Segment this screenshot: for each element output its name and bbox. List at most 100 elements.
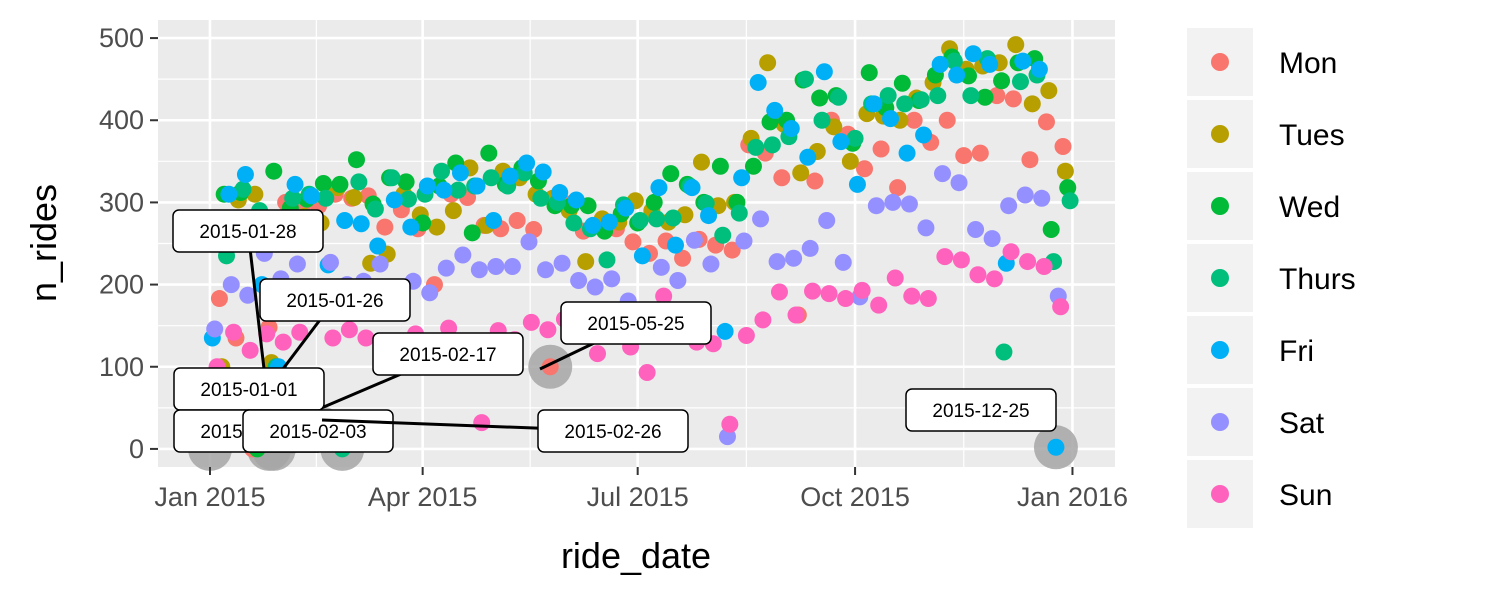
legend-label: Thurs: [1279, 263, 1356, 296]
data-point-sat: [503, 258, 521, 276]
data-point-sun: [638, 364, 656, 382]
data-point-sat: [735, 232, 753, 250]
data-point-fri: [666, 236, 684, 254]
data-point-sun: [985, 270, 1003, 288]
data-point-mon: [674, 249, 692, 267]
data-point-mon: [1021, 151, 1039, 169]
y-tick-label: 200: [99, 270, 144, 300]
legend-item-thurs: Thurs: [1187, 244, 1356, 312]
data-point-mon: [723, 241, 741, 259]
annotation-labels: 2015-01-28 2015-01-26 2015-02-17 2015-05-25…: [172, 209, 1057, 453]
annotation-text: 2015-02-17: [399, 345, 496, 366]
annotation-text: 2015-02-03: [269, 422, 366, 443]
legend: Mon Tues Wed Thurs Fri Sat Sun: [1187, 28, 1356, 528]
data-point-mon: [889, 179, 907, 197]
data-point-thurs: [912, 91, 930, 109]
annotation-box: [372, 332, 524, 376]
legend-item-sun: Sun: [1187, 460, 1332, 528]
annotation-text: 2015-01-01: [200, 380, 297, 401]
x-axis-title: ride_date: [561, 535, 711, 576]
data-point-wed: [463, 224, 481, 242]
data-point-thurs: [482, 169, 500, 187]
legend-swatch: [1211, 413, 1229, 431]
data-point-wed: [314, 175, 332, 193]
data-point-fri: [948, 66, 966, 84]
data-point-sun: [1052, 298, 1070, 316]
data-point-sat: [818, 211, 836, 229]
data-point-sat: [934, 165, 952, 183]
data-point-sun: [770, 283, 788, 301]
annotation-text: 2015-05-25: [587, 314, 684, 335]
data-point-sat: [917, 219, 935, 237]
data-point-mon: [1004, 90, 1022, 108]
data-point-wed: [976, 88, 994, 106]
data-point-fri: [501, 167, 519, 185]
data-point-thurs: [929, 87, 947, 105]
data-point-tues: [345, 188, 363, 206]
data-point-mon: [773, 169, 791, 187]
data-point-wed: [397, 173, 415, 191]
data-point-sat: [801, 239, 819, 257]
annotation-label: 2015-01-26: [256, 278, 411, 403]
legend-swatch: [1211, 485, 1229, 503]
data-point-sat: [454, 246, 472, 264]
data-point-sun: [258, 325, 276, 343]
data-point-thurs: [945, 52, 963, 70]
data-point-fri: [435, 181, 453, 199]
legend-swatch: [1211, 197, 1229, 215]
data-point-sat: [1016, 186, 1034, 204]
data-point-thurs: [532, 189, 550, 207]
data-point-fri: [832, 133, 850, 151]
data-point-sun: [870, 296, 888, 314]
data-point-thurs: [565, 214, 583, 232]
data-point-sun: [274, 333, 292, 351]
data-point-thurs: [648, 210, 666, 228]
data-point-fri: [733, 169, 751, 187]
data-point-fri: [402, 218, 420, 236]
data-point-wed: [811, 89, 829, 107]
legend-label: Sun: [1279, 479, 1332, 512]
data-point-thurs: [399, 190, 417, 208]
annotation-label: 2015-02-03: [242, 409, 394, 453]
data-point-sat: [520, 233, 538, 251]
legend-label: Tues: [1279, 119, 1345, 152]
data-point-sat: [884, 193, 902, 211]
x-tick-label: Jan 2015: [154, 482, 265, 512]
data-point-thurs: [830, 88, 848, 106]
data-point-fri: [567, 191, 585, 209]
data-point-thurs: [234, 180, 252, 198]
data-point-sun: [1002, 243, 1020, 261]
data-point-sat: [702, 255, 720, 273]
legend-label: Fri: [1279, 335, 1314, 368]
data-point-wed: [860, 64, 878, 82]
data-point-sat: [537, 261, 555, 279]
data-point-sun: [936, 248, 954, 266]
data-point-sun: [655, 287, 673, 305]
data-point-tues: [692, 153, 710, 171]
data-point-sat: [900, 195, 918, 213]
data-point-fri: [865, 95, 883, 113]
data-point-wed: [645, 193, 663, 211]
data-point-fri: [1014, 52, 1032, 70]
data-point-sat: [785, 249, 803, 267]
data-point-sat: [487, 258, 505, 276]
data-point-wed: [711, 157, 729, 175]
annotation-label: 2015-01-01: [173, 367, 325, 411]
data-point-fri: [534, 163, 552, 181]
annotation-label: 2015-02-17: [311, 332, 524, 414]
data-point-sat: [967, 221, 985, 239]
annotation-box: [537, 409, 689, 453]
data-point-sat: [470, 261, 488, 279]
data-point-fri: [518, 154, 536, 172]
y-tick-label: 400: [99, 105, 144, 135]
data-point-sun: [919, 290, 937, 308]
data-point-sat: [1033, 189, 1051, 207]
data-point-mon: [905, 111, 923, 129]
data-point-sun: [473, 414, 491, 432]
data-point-sat: [1000, 197, 1018, 215]
data-point-sun: [539, 321, 557, 339]
y-tick-label: 500: [99, 23, 144, 53]
data-point-sun: [357, 329, 375, 347]
data-point-fri: [700, 207, 718, 225]
